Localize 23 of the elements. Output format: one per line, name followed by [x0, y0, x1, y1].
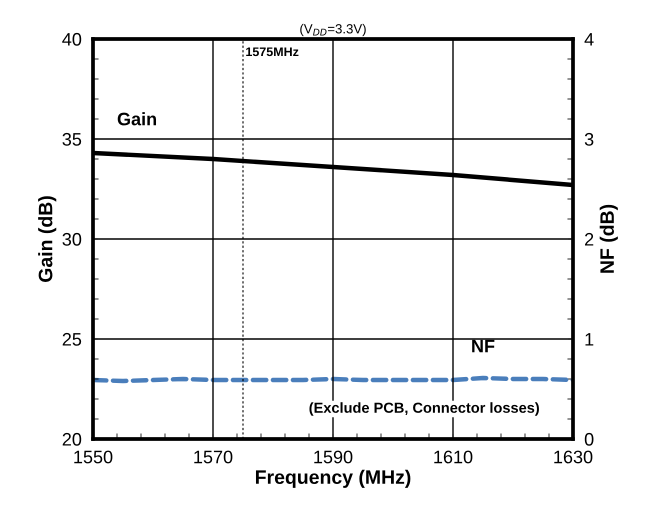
y2-tick-label: 0	[584, 432, 594, 446]
x-tick-label: 1630	[554, 450, 592, 464]
x-tick-label: 1570	[194, 450, 232, 464]
y2-tick-label: 2	[585, 232, 594, 246]
series-label: Gain	[118, 112, 156, 126]
y-tick-label: 20	[62, 432, 82, 446]
y2-tick-label: 1	[585, 333, 594, 346]
chart-title: (V$_{DD}$=3.3V)	[300, 24, 366, 36]
x-axis-title: Frequency (MHz)	[256, 470, 410, 488]
annotation: (Exclude PCB, Connector losses)	[309, 402, 539, 416]
y-tick-label: 25	[62, 332, 82, 346]
y2-tick-label: 4	[584, 33, 594, 46]
ref-line-label: 1575MHz	[246, 47, 298, 56]
y-tick-label: 40	[62, 32, 82, 46]
x-tick-label: 1550	[74, 450, 112, 464]
y-axis-title: Gain (dB)	[38, 196, 56, 282]
series-label: NF	[472, 340, 494, 352]
y2-axis-title: NF (dB)	[600, 204, 618, 273]
x-tick-label: 1590	[314, 450, 352, 464]
y2-tick-label: 3	[584, 132, 594, 146]
x-tick-label: 1610	[434, 450, 472, 464]
y-tick-label: 35	[62, 132, 82, 146]
y-tick-label: 30	[62, 232, 82, 246]
